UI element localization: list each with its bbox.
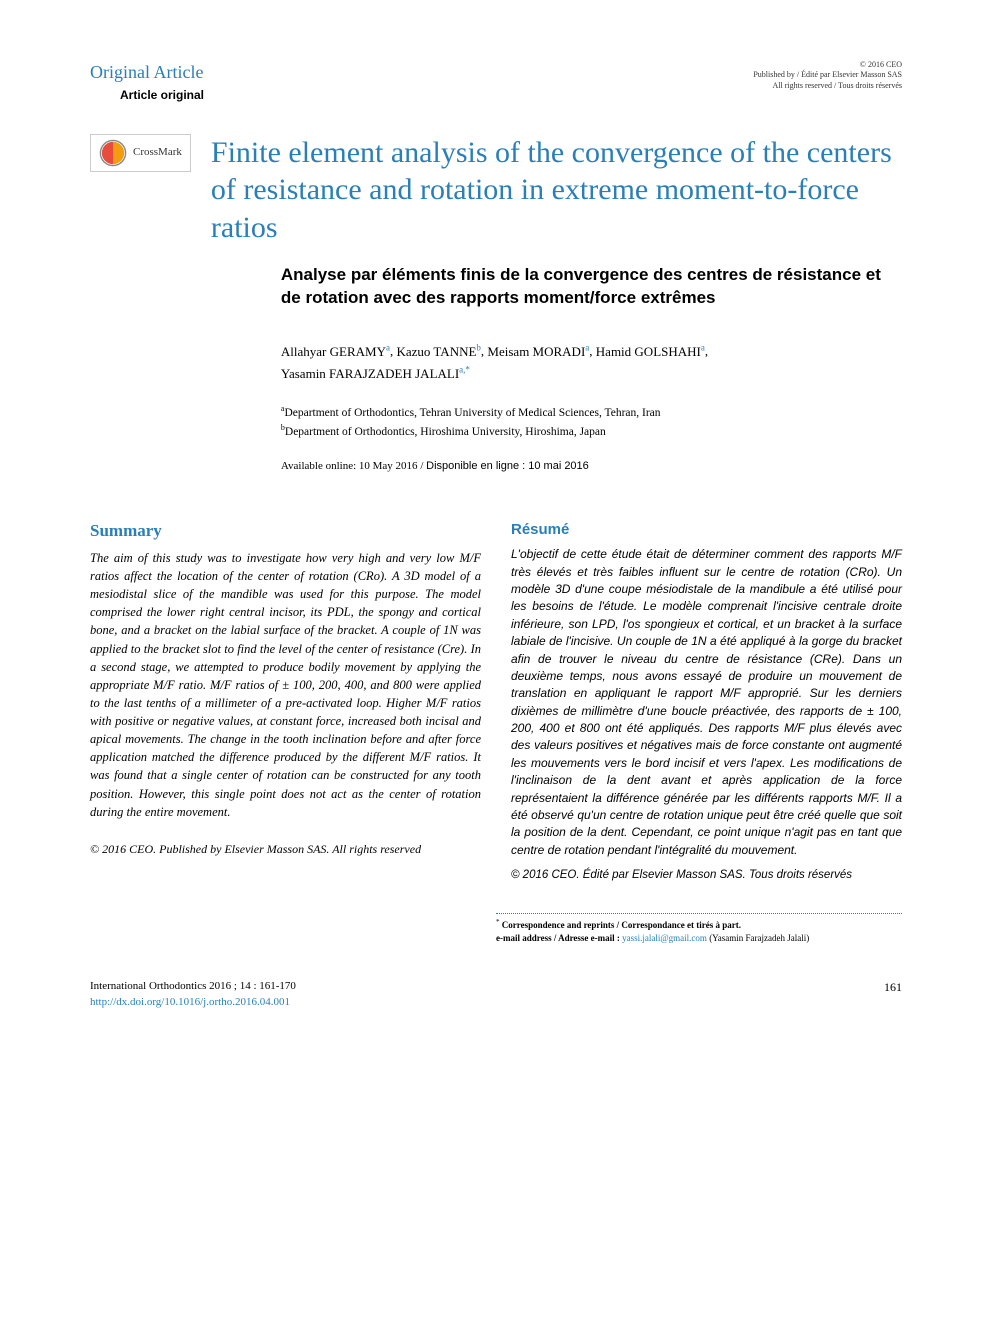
correspondence-email-link[interactable]: yassi.jalali@gmail.com (622, 933, 707, 943)
page-number: 161 (884, 979, 902, 1010)
author-4: Hamid GOLSHAHIa (596, 344, 705, 359)
title-row: CrossMark Finite element analysis of the… (90, 134, 902, 474)
header-copyright: © 2016 CEO Published by / Édité par Else… (753, 60, 902, 91)
footnote-separator (496, 913, 902, 914)
available-online-fr: Disponible en ligne : 10 mai 2016 (426, 460, 589, 472)
author-2: Kazuo TANNEb (396, 344, 480, 359)
article-title-en: Finite element analysis of the convergen… (211, 134, 902, 247)
copyright-line-3: All rights reserved / Tous droits réserv… (753, 81, 902, 91)
crossmark-label: CrossMark (133, 145, 182, 160)
author-5: Yasamin FARAJZADEH JALALIa,* (281, 366, 470, 381)
correspondence-note: * Correspondence and reprints / Correspo… (496, 918, 902, 932)
summary-heading: Summary (90, 519, 481, 543)
resume-heading: Résumé (511, 519, 902, 540)
summary-text: The aim of this study was to investigate… (90, 549, 481, 821)
footer-row: International Orthodontics 2016 ; 14 : 1… (90, 979, 902, 1010)
article-type-block: Original Article Article original (90, 60, 204, 104)
author-3: Meisam MORADIa (487, 344, 589, 359)
available-online-en: Available online: 10 May 2016 (281, 460, 418, 472)
copyright-line-1: © 2016 CEO (753, 60, 902, 70)
doi-link[interactable]: http://dx.doi.org/10.1016/j.ortho.2016.0… (90, 996, 290, 1008)
summary-column: Summary The aim of this study was to inv… (90, 519, 481, 883)
email-note: e-mail address / Adresse e-mail : yassi.… (496, 932, 902, 945)
journal-info: International Orthodontics 2016 ; 14 : 1… (90, 979, 296, 1010)
affiliation-b: bDepartment of Orthodontics, Hiroshima U… (281, 422, 902, 441)
affiliation-a: aDepartment of Orthodontics, Tehran Univ… (281, 403, 902, 422)
authors-list: Allahyar GERAMYa, Kazuo TANNEb, Meisam M… (281, 340, 902, 384)
abstract-row: Summary The aim of this study was to inv… (90, 519, 902, 883)
footnotes: * Correspondence and reprints / Correspo… (496, 918, 902, 944)
journal-citation: International Orthodontics 2016 ; 14 : 1… (90, 979, 296, 994)
author-1: Allahyar GERAMYa (281, 344, 390, 359)
resume-text: L'objectif de cette étude était de déter… (511, 546, 902, 859)
crossmark-icon (99, 139, 127, 167)
title-block: Finite element analysis of the convergen… (211, 134, 902, 474)
summary-copyright: © 2016 CEO. Published by Elsevier Masson… (90, 841, 481, 858)
resume-copyright: © 2016 CEO. Édité par Elsevier Masson SA… (511, 867, 902, 883)
resume-column: Résumé L'objectif de cette étude était d… (511, 519, 902, 883)
article-title-fr: Analyse par éléments finis de la converg… (281, 264, 902, 310)
header-row: Original Article Article original © 2016… (90, 60, 902, 104)
crossmark-badge[interactable]: CrossMark (90, 134, 191, 172)
affiliations: aDepartment of Orthodontics, Tehran Univ… (281, 403, 902, 441)
article-type-fr: Article original (120, 87, 204, 104)
copyright-line-2: Published by / Édité par Elsevier Masson… (753, 70, 902, 80)
article-type-en: Original Article (90, 60, 204, 85)
availability: Available online: 10 May 2016 / Disponib… (281, 459, 902, 474)
